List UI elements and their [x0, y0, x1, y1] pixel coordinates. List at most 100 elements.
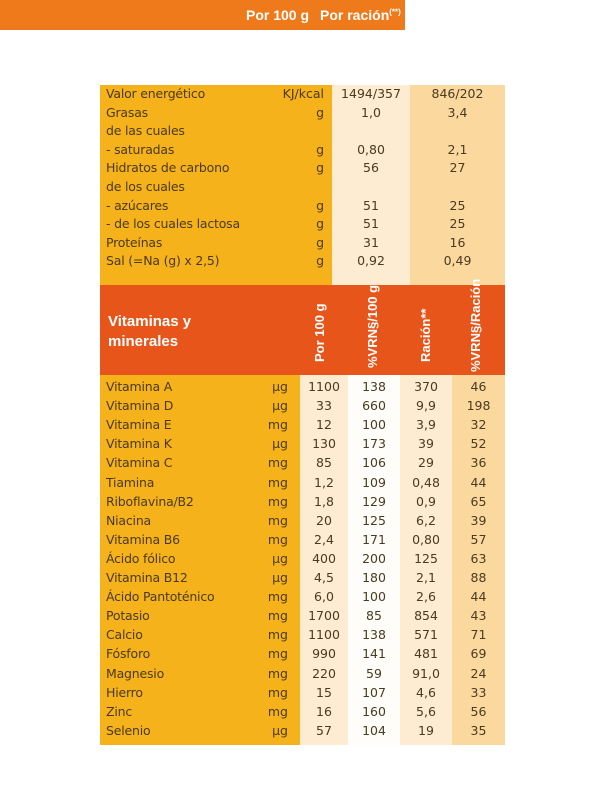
vitamin-unit: mg: [267, 665, 288, 681]
vit-header-per100: Por 100 g: [312, 303, 327, 362]
nutrition-unit: g: [316, 160, 324, 176]
nutrition-serving: 16: [449, 234, 466, 250]
vitamin-per100: 990: [312, 646, 336, 662]
vitamin-serving: 481: [414, 646, 438, 662]
vitamin-vrnserving: 32: [470, 417, 487, 433]
vitamin-serving: 6,2: [416, 512, 436, 528]
vitamin-per100: 20: [316, 512, 332, 528]
nutrition-per100: 0,92: [357, 253, 385, 269]
vitamin-vrnserving: 52: [470, 436, 487, 452]
vitamin-serving: 4,6: [416, 684, 436, 700]
vitamin-label: Vitamina K: [106, 436, 172, 452]
nutrition-unit: g: [316, 216, 324, 232]
vitamin-per100: 33: [316, 398, 332, 414]
vitamin-per100: 16: [316, 703, 332, 719]
vitamin-serving: 0,80: [412, 531, 440, 547]
vitamin-unit: mg: [267, 646, 288, 662]
vitamin-label: Ácido Pantoténico: [106, 589, 215, 605]
vitamin-unit: mg: [267, 703, 288, 719]
nutrition-header-bar: Por 100 g Por ración(**): [0, 0, 405, 30]
nutrition-label: Proteínas: [106, 234, 163, 250]
vitamin-vrn100: 138: [362, 627, 386, 643]
header-per-100g: Por 100 g: [246, 7, 310, 23]
vitamin-label: Ácido fólico: [106, 550, 176, 566]
vitamin-unit: mg: [267, 512, 288, 528]
vitamin-serving: 2,1: [416, 570, 436, 585]
vitamin-vrnserving: 69: [470, 646, 487, 662]
nutrition-label: de las cuales: [106, 123, 185, 139]
vitamin-per100: 1,2: [314, 474, 334, 490]
vitamin-per100: 15: [316, 684, 332, 700]
vitamin-per100: 57: [316, 722, 332, 738]
nutrition-label: Valor energético: [106, 86, 206, 101]
nutrition-per100: 31: [363, 234, 379, 250]
vitamin-unit: µg: [272, 570, 288, 585]
vitamin-vrnserving: 88: [470, 570, 487, 585]
nutrition-label: Hidratos de carbono: [106, 160, 230, 176]
nutrition-unit: KJ/kcal: [282, 86, 324, 101]
vitamin-per100: 1700: [308, 608, 340, 624]
vitamin-label: Selenio: [106, 722, 151, 738]
vitamin-label: Vitamina B12: [106, 570, 188, 585]
nutrition-per100: 51: [363, 197, 379, 213]
nutrition-per100-column: [332, 85, 410, 285]
vitamin-serving: 2,6: [416, 589, 436, 605]
vitamins-vrnserving-column: [452, 375, 505, 745]
nutrition-label: Sal (=Na (g) x 2,5): [106, 253, 220, 269]
vitamins-per100-column: [300, 375, 348, 745]
vitamin-unit: µg: [272, 722, 288, 738]
vitamin-label: Vitamina E: [106, 417, 172, 433]
vitamin-label: Vitamina B6: [106, 531, 180, 547]
vitamin-serving: 19: [418, 722, 434, 738]
vitamin-label: Hierro: [106, 684, 143, 700]
vitamins-title-line2: minerales: [108, 333, 179, 350]
vitamin-label: Tiamina: [106, 474, 155, 490]
vitamin-label: Vitamina D: [106, 398, 174, 414]
vit-header-vrn100: %VRN§/100 g: [365, 284, 380, 368]
vitamin-vrnserving: 63: [470, 550, 487, 566]
vitamin-unit: mg: [267, 589, 288, 605]
vitamin-vrnserving: 36: [470, 455, 487, 471]
nutrition-serving: 3,4: [447, 104, 468, 120]
vitamin-vrn100: 173: [362, 436, 386, 452]
nutrition-unit: g: [316, 104, 324, 120]
vitamin-unit: µg: [272, 436, 288, 452]
vitamin-vrnserving: 56: [470, 703, 487, 719]
vitamin-label: Potasio: [106, 608, 150, 624]
vitamin-vrnserving: 57: [470, 531, 487, 547]
nutrition-label: - saturadas: [106, 141, 175, 157]
vitamin-vrn100: 85: [366, 608, 382, 624]
nutrition-serving: 846/202: [431, 86, 484, 101]
vitamin-vrn100: 100: [362, 417, 386, 433]
vitamin-serving: 370: [414, 379, 438, 394]
vitamin-vrnserving: 35: [470, 722, 487, 738]
vitamin-vrn100: 104: [362, 722, 386, 738]
vitamin-vrnserving: 33: [470, 684, 487, 700]
nutrition-label-column: [100, 85, 332, 285]
vitamin-unit: mg: [267, 608, 288, 624]
vitamin-unit: mg: [267, 455, 288, 471]
nutrition-label: de los cuales: [106, 179, 185, 194]
vitamin-vrnserving: 44: [470, 589, 487, 605]
nutrition-serving: 0,49: [443, 253, 472, 269]
vitamin-vrnserving: 198: [466, 398, 491, 414]
vitamin-serving: 39: [418, 436, 434, 452]
nutrition-serving: 25: [449, 197, 466, 213]
vitamin-vrn100: 660: [362, 398, 386, 414]
vitamin-vrnserving: 46: [470, 379, 487, 394]
nutrition-unit: g: [316, 253, 324, 269]
vit-header-serving: Ración**: [418, 308, 433, 362]
vitamin-label: Magnesio: [106, 665, 165, 681]
vitamin-unit: µg: [272, 379, 288, 394]
vitamin-label: Niacina: [106, 512, 152, 528]
nutrition-unit: g: [316, 197, 324, 213]
vitamin-unit: mg: [267, 531, 288, 547]
vitamin-serving: 9,9: [416, 398, 436, 414]
vit-header-vrnserving: %VRN§/Ración: [468, 278, 483, 372]
nutrition-serving: 25: [449, 216, 466, 232]
header-per-serving: Por ración(**): [320, 7, 401, 23]
vitamin-label: Fósforo: [106, 646, 151, 662]
nutrition-serving-column: [410, 85, 505, 285]
vitamin-serving: 91,0: [412, 665, 440, 681]
vitamin-per100: 220: [312, 665, 336, 681]
